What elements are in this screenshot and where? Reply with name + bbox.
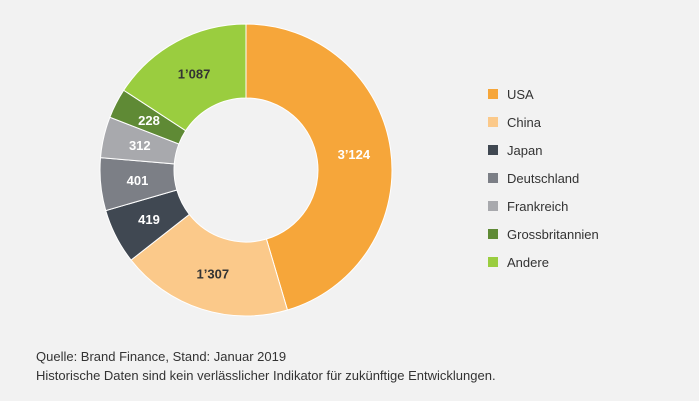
legend-swatch	[488, 145, 498, 155]
legend-label: Deutschland	[507, 170, 580, 186]
slice-label-usa: 3’124	[338, 147, 371, 162]
chart-footer: Quelle: Brand Finance, Stand: Januar 201…	[36, 347, 496, 385]
legend-item-japan: Japan	[488, 136, 599, 164]
legend-label: China	[507, 114, 541, 130]
legend-swatch	[488, 229, 498, 239]
source-note: Quelle: Brand Finance, Stand: Januar 201…	[36, 349, 287, 364]
legend-item-china: China	[488, 108, 599, 136]
legend-swatch	[488, 201, 498, 211]
legend-item-grossbritannien: Grossbritannien	[488, 220, 599, 248]
legend-item-andere: Andere	[488, 248, 599, 276]
legend-label: Grossbritannien	[507, 226, 599, 242]
legend-label: Frankreich	[507, 198, 569, 214]
slice-china	[130, 213, 289, 317]
slice-usa	[245, 23, 393, 311]
legend-swatch	[488, 257, 498, 267]
slice-label-frankreich: 312	[129, 138, 151, 153]
legend-label: Andere	[507, 254, 549, 270]
slice-andere	[123, 23, 247, 132]
legend-item-frankreich: Frankreich	[488, 192, 599, 220]
legend-swatch	[488, 89, 498, 99]
slice-label-deutschland: 401	[127, 173, 149, 188]
slice-label-grossbritannien: 228	[138, 113, 160, 128]
legend-item-deutschland: Deutschland	[488, 164, 599, 192]
disclaimer-note: Historische Daten sind kein verlässliche…	[36, 368, 496, 383]
legend-swatch	[488, 117, 498, 127]
slice-label-andere: 1’087	[178, 67, 211, 82]
legend-item-usa: USA	[488, 80, 599, 108]
legend-swatch	[488, 173, 498, 183]
chart-legend: USA China Japan Deutschland Frankreich Grossb…	[488, 80, 599, 276]
legend-label: USA	[507, 86, 534, 102]
slice-label-china: 1’307	[197, 266, 230, 281]
slice-label-japan: 419	[138, 212, 160, 227]
legend-label: Japan	[507, 142, 543, 158]
